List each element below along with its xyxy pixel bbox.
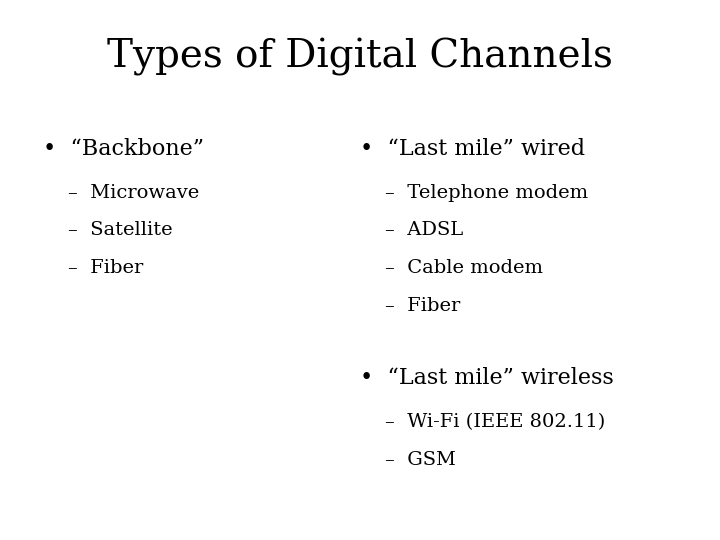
Text: •  “Last mile” wired: • “Last mile” wired — [360, 138, 585, 160]
Text: –  ADSL: – ADSL — [385, 221, 464, 239]
Text: –  Wi-Fi (IEEE 802.11): – Wi-Fi (IEEE 802.11) — [385, 413, 606, 431]
Text: –  Microwave: – Microwave — [68, 184, 199, 201]
Text: •  “Backbone”: • “Backbone” — [43, 138, 204, 160]
Text: –  Cable modem: – Cable modem — [385, 259, 543, 277]
Text: –  Fiber: – Fiber — [385, 297, 461, 315]
Text: •  “Last mile” wireless: • “Last mile” wireless — [360, 367, 613, 389]
Text: –  Fiber: – Fiber — [68, 259, 144, 277]
Text: –  GSM: – GSM — [385, 451, 456, 469]
Text: –  Satellite: – Satellite — [68, 221, 173, 239]
Text: Types of Digital Channels: Types of Digital Channels — [107, 38, 613, 76]
Text: –  Telephone modem: – Telephone modem — [385, 184, 588, 201]
